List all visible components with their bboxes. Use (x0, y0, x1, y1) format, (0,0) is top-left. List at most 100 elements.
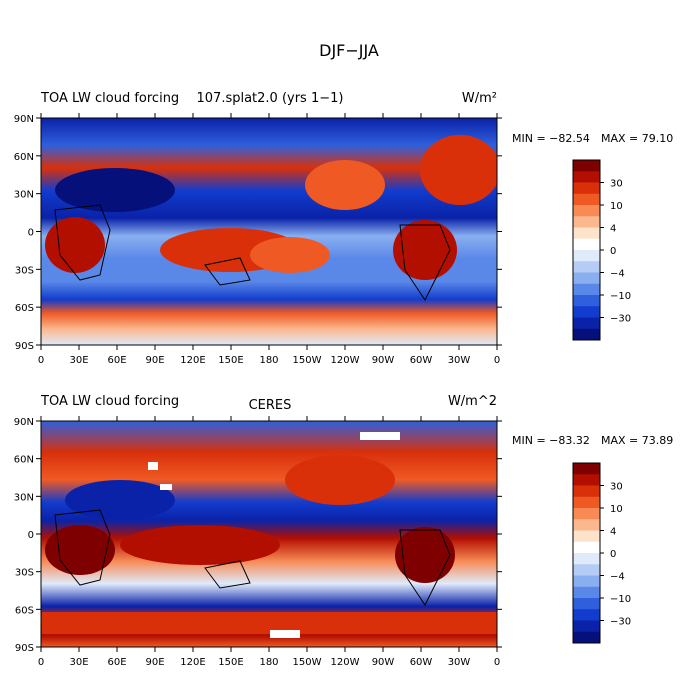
panel-1-anomaly-spcz (250, 237, 330, 273)
colorbar-tick-label: 10 (610, 201, 623, 212)
x-tick-label: 150W (293, 355, 322, 366)
colorbar-swatch (573, 238, 600, 251)
colorbar-tick-label: −30 (610, 314, 631, 325)
panel-2-anomaly-maritime (120, 525, 280, 565)
colorbar-tick-label: 10 (610, 504, 623, 515)
panel-1-anomaly-npacific (305, 160, 385, 210)
panel-1-colorbar: 30 10 4 0 −4 −10 −30 (572, 159, 631, 341)
panel-1-coast-australia (204, 257, 251, 286)
y-tick-label: 0 (28, 228, 34, 239)
y-tick-label: 60S (15, 303, 34, 314)
colorbar-swatch (573, 317, 600, 330)
x-tick-label: 30W (448, 355, 471, 366)
colorbar-swatch (573, 598, 600, 610)
panel-2-anomaly-npacific (285, 455, 395, 505)
colorbar-swatch (573, 182, 600, 195)
x-tick-label: 180 (259, 657, 278, 668)
panel-model: TOA LW cloud forcing 107.splat2.0 (yrs 1… (14, 91, 673, 366)
panel-2-missing-data (160, 484, 172, 490)
y-tick-label: 60S (15, 605, 34, 616)
panel-2-anomaly-samerica (395, 527, 455, 583)
panel-2-colorbar: 30 10 4 0 −4 −10 −30 (572, 462, 631, 644)
colorbar-swatch (573, 564, 600, 576)
y-tick-label: 0 (28, 530, 34, 541)
colorbar-swatch (573, 575, 600, 588)
colorbar-swatch (573, 530, 600, 543)
colorbar-swatch (573, 193, 600, 206)
panel-1-anomaly-atlantic (420, 135, 497, 205)
panel-1-map (41, 118, 497, 345)
colorbar-swatch (573, 474, 600, 486)
y-tick-label: 30S (15, 568, 34, 579)
colorbar-tick-label: −30 (610, 617, 631, 628)
x-tick-label: 150W (293, 657, 322, 668)
x-tick-label: 180 (259, 355, 278, 366)
panel-2-units: W/m^2 (448, 394, 497, 409)
y-tick-label: 30N (14, 492, 34, 503)
colorbar-tick-label: 0 (610, 246, 616, 257)
panel-ceres: TOA LW cloud forcing CERES W/m^2 90N 60N 3… (14, 394, 673, 668)
colorbar-swatch (573, 463, 600, 475)
x-tick-label: 120W (331, 657, 360, 668)
y-tick-label: 30S (15, 265, 34, 276)
x-tick-label: 90W (372, 355, 395, 366)
colorbar-swatch (573, 541, 600, 554)
panel-1-x-axis: 0 30E 60E 90E 120E 150E 180 150W 120W 90W 60W 30W 0 (38, 113, 500, 366)
colorbar-tick-label: 4 (610, 224, 616, 235)
colorbar-swatch (573, 283, 600, 296)
x-tick-label: 90E (145, 355, 164, 366)
panel-1-title-left: TOA LW cloud forcing (40, 91, 179, 106)
y-tick-label: 90S (15, 341, 34, 352)
panel-1-units: W/m² (462, 91, 497, 106)
page-title: DJF−JJA (319, 41, 379, 60)
panel-1-anomaly-asia (55, 168, 175, 212)
colorbar-tick-label: −4 (610, 572, 625, 583)
colorbar-tick-label: 0 (610, 549, 616, 560)
x-tick-label: 60W (410, 355, 433, 366)
panel-2-anomaly-asia (65, 480, 175, 520)
panel-2-missing-data (270, 630, 300, 638)
x-tick-label: 0 (38, 657, 44, 668)
panel-1-coast-africa (54, 204, 111, 281)
colorbar-swatch (573, 519, 600, 531)
x-tick-label: 120E (180, 355, 205, 366)
panel-2-title-center: CERES (249, 398, 292, 413)
panel-1-min-label: MIN = −82.54 (512, 132, 590, 145)
colorbar-swatch (573, 609, 600, 621)
panel-1-coast-samerica (399, 224, 451, 301)
colorbar-swatch (573, 508, 600, 520)
colorbar-swatch (573, 485, 600, 498)
colorbar-swatch (573, 496, 600, 509)
x-tick-label: 150E (218, 657, 243, 668)
x-tick-label: 0 (494, 355, 500, 366)
x-tick-label: 30E (69, 657, 88, 668)
y-tick-label: 90N (14, 417, 34, 428)
x-tick-label: 30W (448, 657, 471, 668)
colorbar-swatch (573, 553, 600, 565)
colorbar-swatch (573, 295, 600, 307)
y-tick-label: 60N (14, 152, 34, 163)
x-tick-label: 120W (331, 355, 360, 366)
x-tick-label: 150E (218, 355, 243, 366)
panel-2-min-label: MIN = −83.32 (512, 434, 590, 447)
x-tick-label: 30E (69, 355, 88, 366)
colorbar-swatch (573, 272, 600, 285)
y-tick-label: 90N (14, 114, 34, 125)
colorbar-tick-label: −10 (610, 291, 631, 302)
colorbar-tick-label: −4 (610, 269, 625, 280)
panel-2-max-label: MAX = 73.89 (601, 434, 673, 447)
panel-2-coast-australia (204, 560, 251, 589)
panel-1-title-center: 107.splat2.0 (yrs 1−1) (197, 91, 344, 106)
x-tick-label: 0 (494, 657, 500, 668)
colorbar-tick-label: 30 (610, 179, 623, 190)
colorbar-swatch (573, 160, 600, 172)
colorbar-swatch (573, 250, 600, 262)
x-tick-label: 0 (38, 355, 44, 366)
panel-2-coast-africa (54, 509, 111, 586)
colorbar-tick-label: 4 (610, 527, 616, 538)
panel-1-anomaly-samerica (393, 220, 457, 280)
x-tick-label: 90E (145, 657, 164, 668)
colorbar-swatch (573, 631, 600, 644)
colorbar-swatch (573, 171, 600, 183)
